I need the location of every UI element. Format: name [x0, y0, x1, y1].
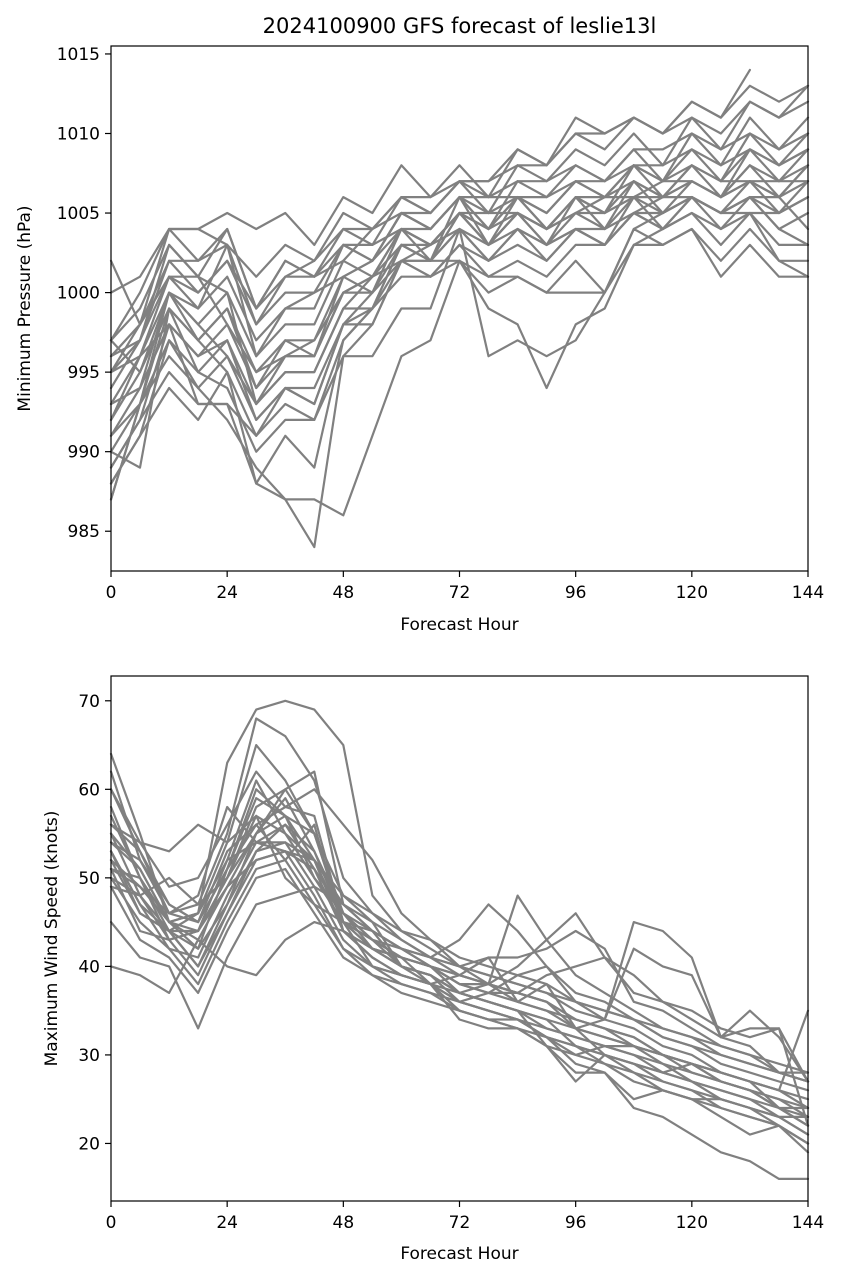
pressure-series-line-22 [109, 164, 810, 437]
wind-x-axis-label: Forecast Hour [400, 1244, 518, 1264]
wind-y-tick-label: 30 [78, 1046, 100, 1066]
pressure-y-tick-label: 985 [68, 522, 100, 542]
pressure-x-tick-label: 72 [449, 583, 471, 603]
wind-ticks: 0 24 48 72 96 120 144 20 30 40 50 60 70 [78, 692, 824, 1233]
pressure-series-line-9 [109, 196, 810, 485]
pressure-series-line-19 [109, 196, 810, 485]
pressure-series-line-25 [109, 84, 810, 342]
wind-x-tick-label: 0 [106, 1213, 117, 1233]
pressure-y-tick-label: 1010 [57, 125, 100, 145]
wind-y-tick-label: 60 [78, 780, 100, 800]
pressure-series-group [109, 68, 810, 549]
pressure-series-line-20 [109, 180, 810, 517]
wind-x-tick-label: 96 [565, 1213, 587, 1233]
pressure-series-line-11 [109, 148, 810, 421]
pressure-x-tick-label: 144 [792, 583, 824, 603]
pressure-series-line-23 [109, 148, 810, 406]
pressure-x-tick-label: 96 [565, 583, 587, 603]
pressure-x-tick-label: 24 [216, 583, 238, 603]
wind-series-group [109, 699, 810, 1180]
pressure-ticks: 0 24 48 72 96 120 144 985 990 995 1000 1005 1010 1015 [57, 45, 824, 603]
wind-series-line-19 [109, 850, 810, 1074]
pressure-x-tick-label: 0 [106, 583, 117, 603]
pressure-series-line-18 [109, 227, 810, 469]
chart-title: 2024100900 GFS forecast of leslie13l [263, 14, 657, 38]
pressure-series-line-21 [109, 164, 810, 549]
wind-x-tick-label: 72 [449, 1213, 471, 1233]
wind-chart: 0 24 48 72 96 120 144 20 30 40 50 60 70 Forecast Hou… [42, 675, 824, 1264]
pressure-x-axis-label: Forecast Hour [400, 615, 518, 635]
pressure-series-line-16 [109, 211, 810, 421]
wind-y-axis-label: Maximum Wind Speed (knots) [42, 811, 62, 1067]
pressure-y-tick-label: 990 [68, 443, 100, 463]
wind-y-tick-label: 20 [78, 1134, 100, 1154]
pressure-y-tick-label: 1005 [57, 204, 100, 224]
pressure-y-tick-label: 995 [68, 363, 100, 383]
pressure-x-tick-label: 48 [333, 583, 355, 603]
wind-y-tick-label: 50 [78, 869, 100, 889]
pressure-x-tick-label: 120 [676, 583, 708, 603]
wind-x-tick-label: 144 [792, 1213, 824, 1233]
wind-series-line-26 [109, 797, 810, 1092]
wind-series-line-17 [109, 805, 810, 1083]
pressure-y-axis-label: Minimum Pressure (hPa) [15, 205, 35, 411]
wind-y-tick-label: 70 [78, 692, 100, 712]
pressure-y-tick-label: 1015 [57, 45, 100, 65]
wind-x-tick-label: 48 [333, 1213, 355, 1233]
pressure-chart: 2024100900 GFS forecast of leslie13l 0 24… [15, 14, 824, 635]
wind-y-tick-label: 40 [78, 957, 100, 977]
wind-x-tick-label: 120 [676, 1213, 708, 1233]
wind-x-tick-label: 24 [216, 1213, 238, 1233]
pressure-y-tick-label: 1000 [57, 284, 100, 304]
